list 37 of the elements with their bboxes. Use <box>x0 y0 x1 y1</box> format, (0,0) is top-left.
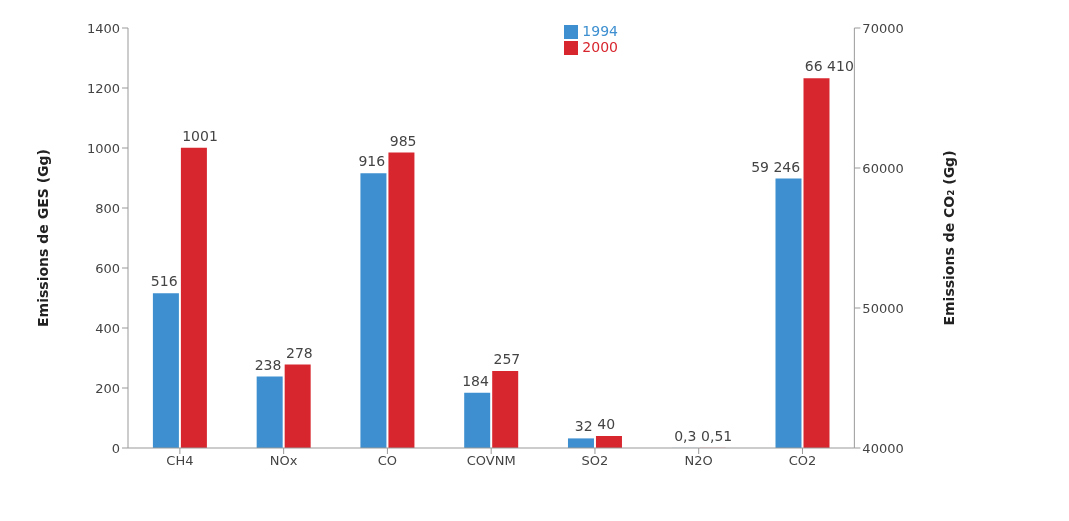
y-tick-label: 800 <box>95 200 120 216</box>
y-tick-label: 0 <box>111 440 120 456</box>
x-tick-label: CO2 <box>788 453 817 469</box>
x-tick-label: COVNM <box>466 453 516 469</box>
legend-label: 1994 <box>582 23 618 39</box>
data-label: 916 <box>358 153 386 170</box>
data-label: 32 <box>574 418 593 435</box>
y2-tick-label: 60000 <box>862 160 904 176</box>
x-tick-label: CH4 <box>166 453 194 469</box>
y2-axis-title: Emissions de CO₂ (Gg) <box>941 150 958 326</box>
data-label: 278 <box>285 344 313 361</box>
x-tick-label: N2O <box>684 453 713 469</box>
y-tick-label: 200 <box>95 380 120 396</box>
x-tick-label: CO <box>377 453 398 469</box>
legend-label: 2000 <box>582 39 618 55</box>
data-label: 516 <box>150 273 178 290</box>
data-label: 238 <box>254 356 282 373</box>
data-label: 257 <box>493 350 521 367</box>
y2-tick-label: 50000 <box>862 300 904 316</box>
data-label: 184 <box>462 372 489 389</box>
data-label: 0,51 <box>701 427 733 444</box>
y-tick-label: 400 <box>95 320 120 336</box>
y-axis-title: Emissions de GES (Gg) <box>34 149 51 327</box>
x-tick-label: SO2 <box>581 453 609 469</box>
y-tick-label: 600 <box>95 260 120 276</box>
data-label: 0,3 <box>674 427 697 444</box>
data-label: 1001 <box>182 127 218 144</box>
data-label: 985 <box>389 132 417 149</box>
data-label: 66 410 <box>804 58 854 75</box>
data-label: 59 246 <box>751 158 801 175</box>
y-tick-label: 1000 <box>86 140 120 156</box>
y2-tick-label: 40000 <box>862 440 904 456</box>
y2-tick-label: 70000 <box>862 20 904 36</box>
y-tick-label: 1400 <box>86 20 120 36</box>
x-tick-label: NOx <box>269 453 298 469</box>
y-tick-label: 1200 <box>86 80 120 96</box>
data-label: 40 <box>597 416 616 432</box>
